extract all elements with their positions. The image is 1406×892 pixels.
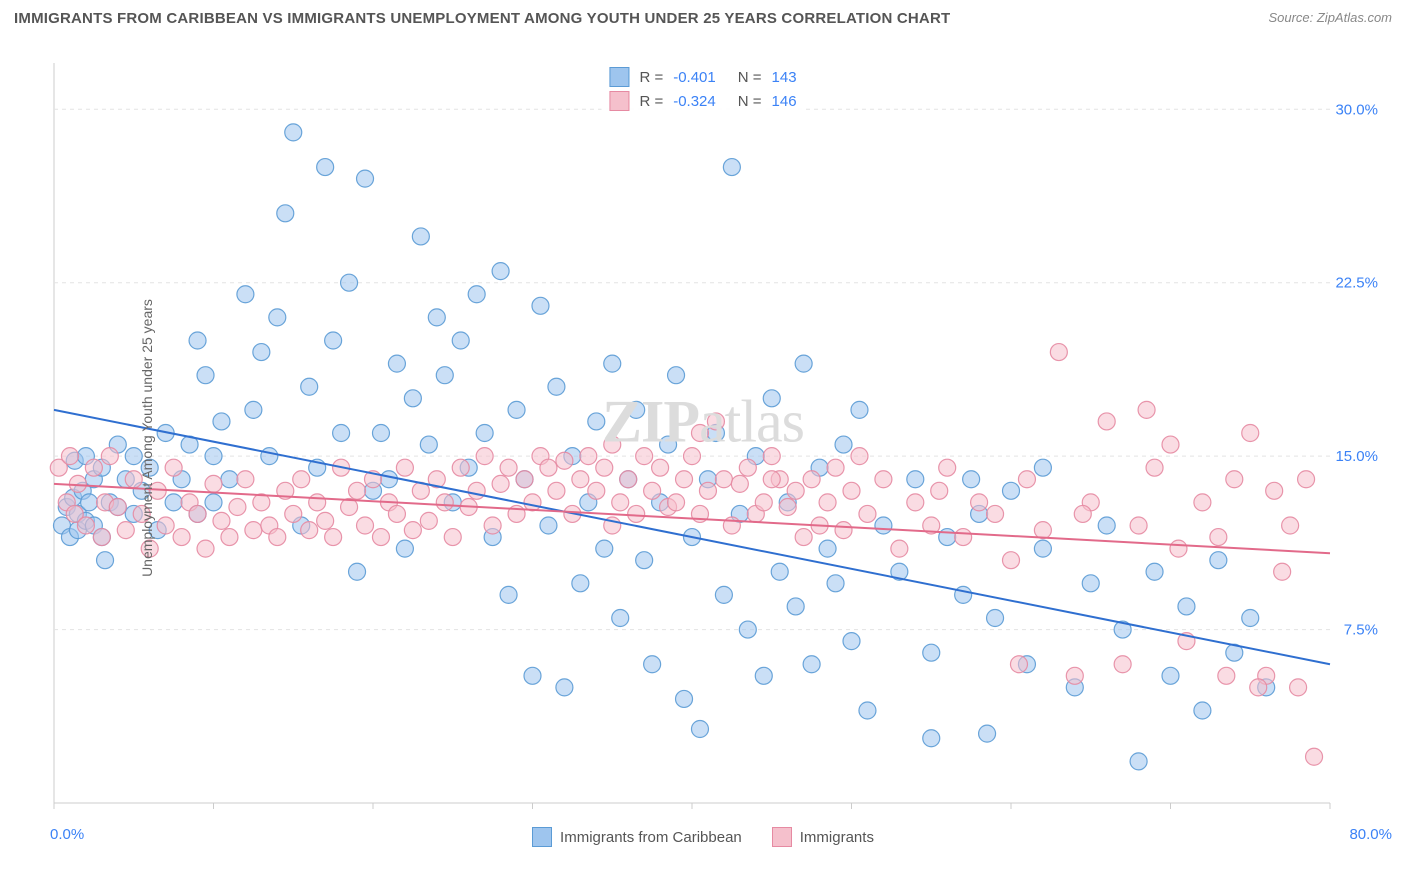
svg-text:22.5%: 22.5% [1335,275,1378,292]
n-label: N = [738,93,762,110]
series-legend-label: Immigrants [800,829,874,846]
r-label: R = [639,93,663,110]
correlation-legend: R = -0.401 N = 143 R = -0.324 N = 146 [601,65,804,113]
n-label: N = [738,69,762,86]
correlation-legend-row: R = -0.324 N = 146 [601,89,804,113]
y-axis-label: Unemployment Among Youth under 25 years [139,299,155,577]
legend-swatch [532,827,552,847]
r-value: -0.401 [673,69,716,86]
svg-text:30.0%: 30.0% [1335,101,1378,118]
chart-title: IMMIGRANTS FROM CARIBBEAN VS IMMIGRANTS … [14,10,950,27]
r-value: -0.324 [673,93,716,110]
header-row: IMMIGRANTS FROM CARIBBEAN VS IMMIGRANTS … [10,10,1396,33]
n-value: 143 [772,69,797,86]
series-legend-label: Immigrants from Caribbean [560,829,742,846]
r-label: R = [639,69,663,86]
chart-container: IMMIGRANTS FROM CARIBBEAN VS IMMIGRANTS … [10,10,1396,882]
legend-swatch [772,827,792,847]
svg-text:15.0%: 15.0% [1335,448,1378,465]
x-axis-min-label: 0.0% [50,826,84,843]
x-axis-max-label: 80.0% [1349,826,1392,843]
legend-swatch [609,67,629,87]
series-legend: Immigrants from Caribbean Immigrants [10,827,1396,847]
svg-text:7.5%: 7.5% [1344,622,1378,639]
series-legend-item: Immigrants [772,827,874,847]
correlation-legend-row: R = -0.401 N = 143 [601,65,804,89]
source-label: Source: ZipAtlas.com [1268,10,1392,25]
chart-area: Unemployment Among Youth under 25 years … [10,33,1396,843]
series-legend-item: Immigrants from Caribbean [532,827,742,847]
n-value: 146 [772,93,797,110]
legend-swatch [609,91,629,111]
scatter-chart: 7.5% 15.0% 22.5% 30.0% [10,33,1396,843]
